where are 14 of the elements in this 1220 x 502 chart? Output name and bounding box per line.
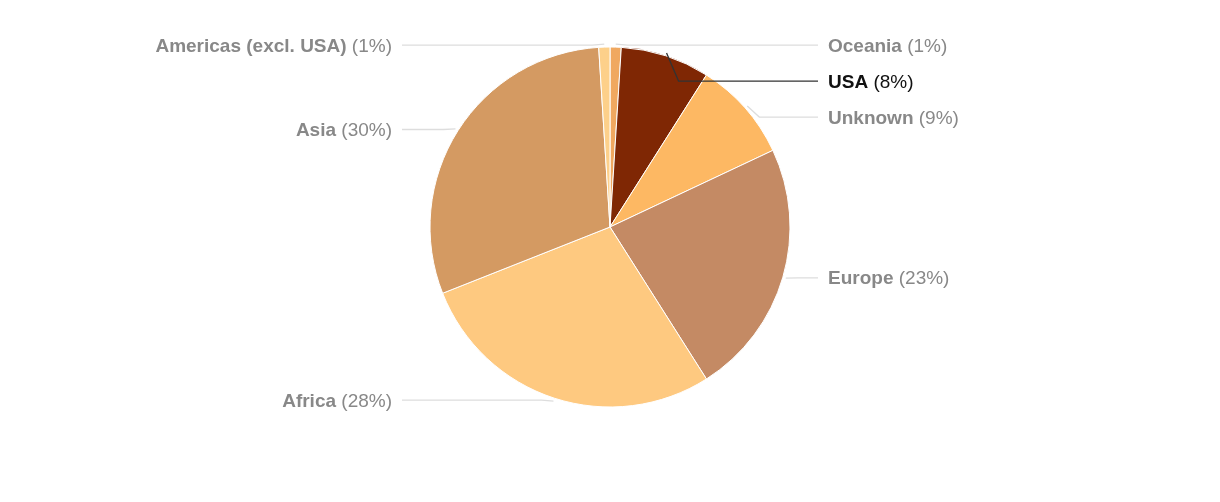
slice-label: Europe — [828, 267, 894, 289]
data-label: (23%) — [893, 267, 950, 289]
slice-label: USA — [828, 70, 869, 92]
data-label: (1%) — [901, 34, 948, 56]
data-label: (1%) — [346, 34, 392, 56]
slice-label: Africa — [282, 389, 337, 411]
slice-label: Asia — [295, 119, 337, 141]
slice-label: Americas (excl. USA) — [155, 34, 347, 56]
slice-label: Oceania — [828, 34, 903, 56]
data-label: (8%) — [868, 70, 914, 92]
data-label: (9%) — [913, 106, 959, 128]
slice-label: Unknown — [828, 106, 914, 128]
data-label: (28%) — [336, 389, 392, 411]
data-label: (30%) — [336, 119, 392, 141]
